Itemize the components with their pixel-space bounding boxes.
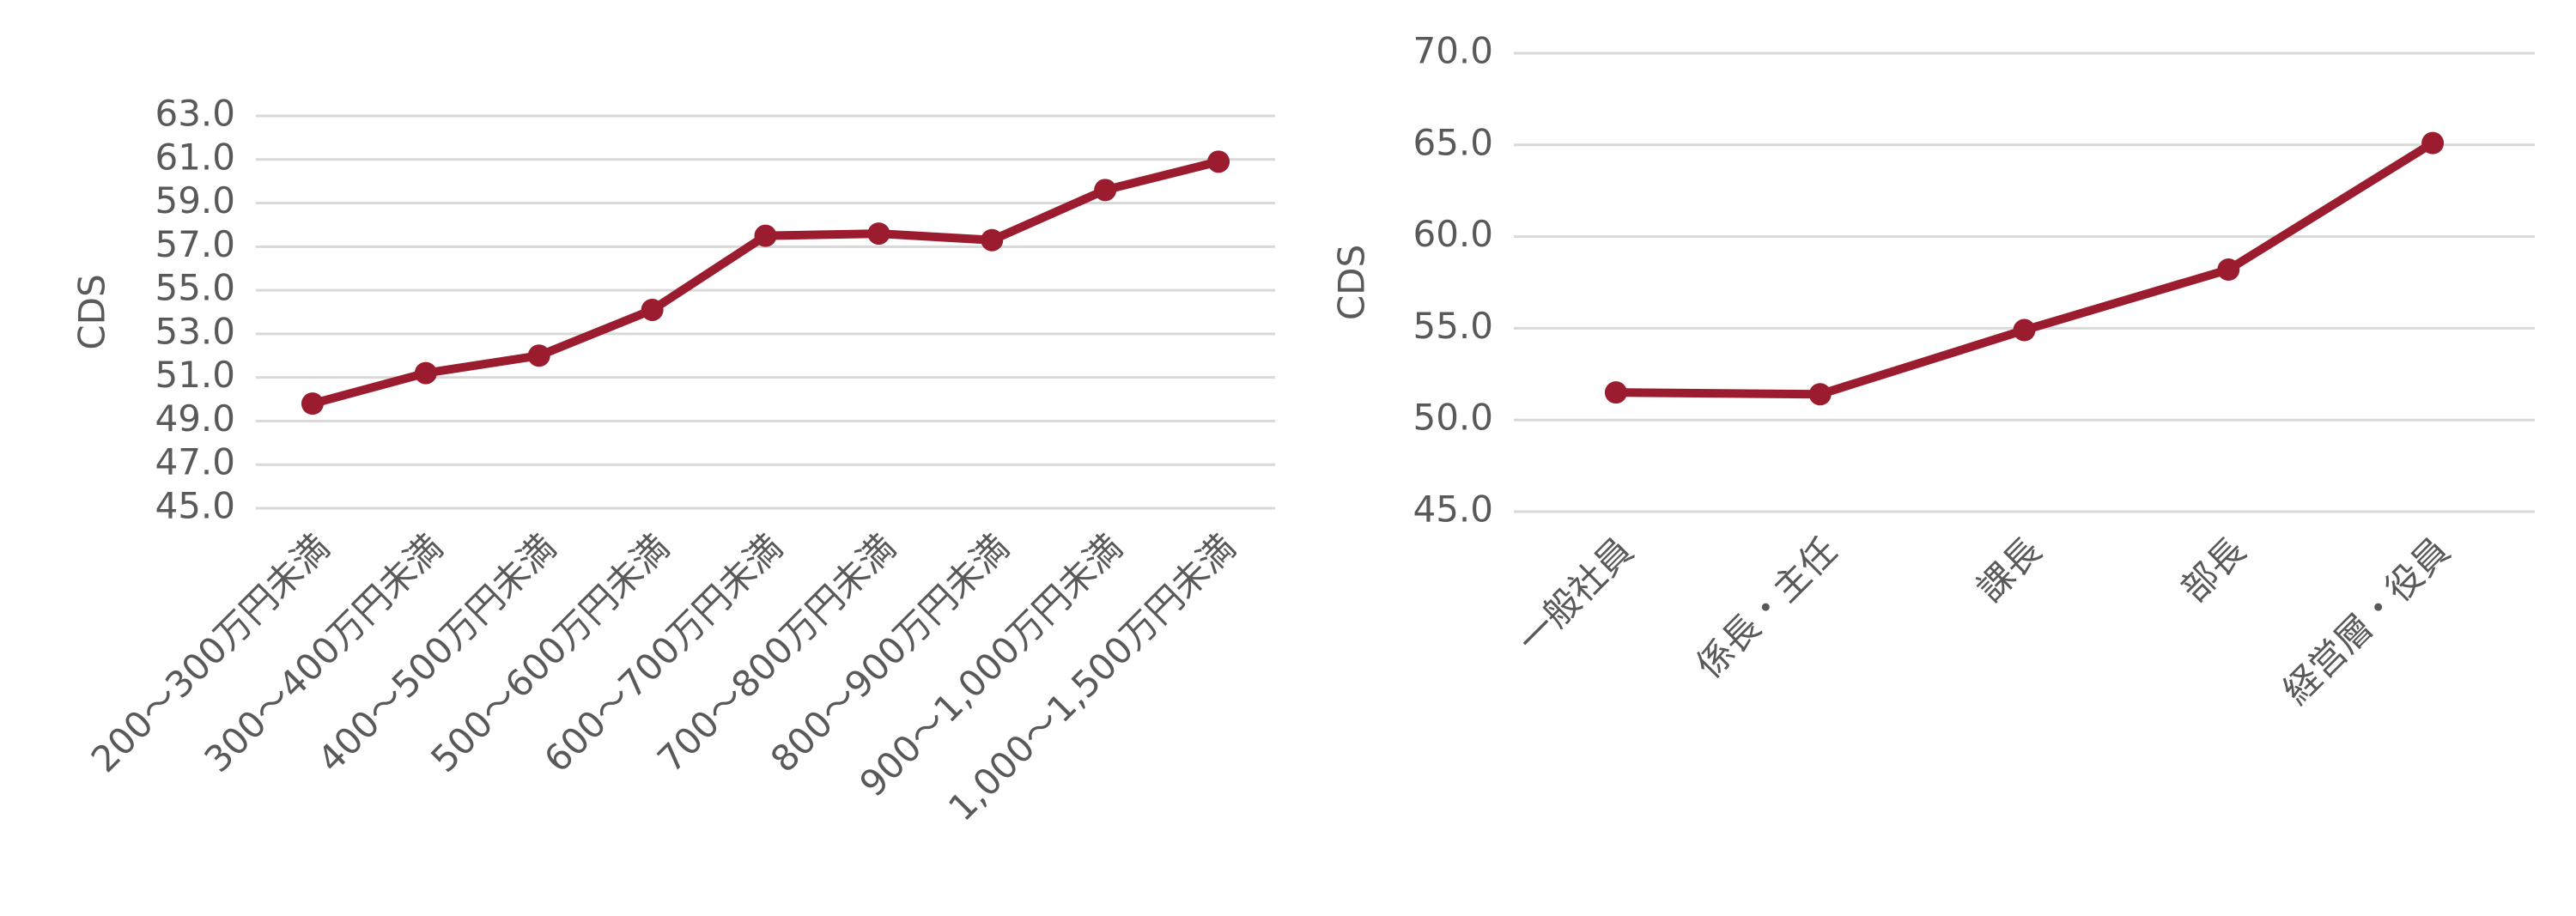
data-point	[1604, 381, 1627, 404]
x-tick-label: 経営層・役員	[2275, 530, 2458, 713]
y-tick-label: 59.0	[155, 179, 235, 221]
data-point	[641, 298, 664, 321]
y-tick-label: 45.0	[1413, 488, 1493, 531]
data-point	[2013, 318, 2036, 342]
data-line	[311, 157, 1220, 408]
y-tick-label: 65.0	[1413, 121, 1493, 163]
y-tick-label: 50.0	[1413, 397, 1493, 439]
y-tick-label: 55.0	[155, 267, 235, 309]
y-axis-title: CDS	[71, 274, 113, 349]
data-point	[1094, 179, 1117, 202]
y-tick-label: 49.0	[155, 397, 235, 440]
data-point	[981, 228, 1004, 252]
data-point	[301, 392, 324, 416]
y-tick-label: 60.0	[1413, 213, 1493, 255]
data-point	[2217, 258, 2240, 282]
y-tick-label: 55.0	[1413, 305, 1493, 347]
data-point	[414, 361, 437, 385]
data-point	[2421, 131, 2445, 155]
y-tick-label: 70.0	[1413, 30, 1493, 72]
y-tick-label: 53.0	[155, 310, 235, 352]
x-tick-label: 一般社員	[1510, 530, 1641, 661]
y-tick-label: 51.0	[155, 354, 235, 396]
y-axis-title: CDS	[1331, 245, 1373, 320]
x-tick-label: 部長	[2172, 530, 2253, 610]
data-line	[1615, 139, 2435, 399]
y-tick-label: 63.0	[155, 93, 235, 135]
y-tick-label: 47.0	[155, 441, 235, 483]
data-point	[1808, 383, 1832, 406]
data-point	[527, 344, 550, 367]
data-point	[754, 224, 777, 247]
y-tick-label: 57.0	[155, 223, 235, 265]
y-tick-label: 61.0	[155, 136, 235, 178]
y-tick-label: 45.0	[155, 485, 235, 527]
x-tick-label: 係長・主任	[1688, 530, 1845, 687]
data-point	[867, 222, 890, 246]
data-point	[1207, 150, 1230, 173]
x-tick-label: 課長	[1969, 530, 2050, 610]
